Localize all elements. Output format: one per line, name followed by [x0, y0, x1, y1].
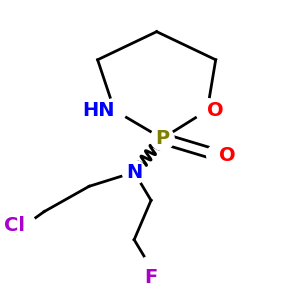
Text: O: O — [207, 101, 224, 120]
Circle shape — [207, 144, 230, 167]
Text: Cl: Cl — [4, 216, 25, 235]
Text: N: N — [126, 163, 142, 182]
Text: HN: HN — [82, 101, 115, 120]
Circle shape — [13, 214, 36, 238]
Circle shape — [196, 99, 219, 122]
Circle shape — [151, 127, 174, 150]
Circle shape — [122, 160, 146, 184]
Text: F: F — [144, 268, 158, 287]
Text: P: P — [155, 129, 169, 148]
Circle shape — [103, 99, 126, 122]
Text: O: O — [218, 146, 235, 165]
Circle shape — [139, 256, 163, 280]
